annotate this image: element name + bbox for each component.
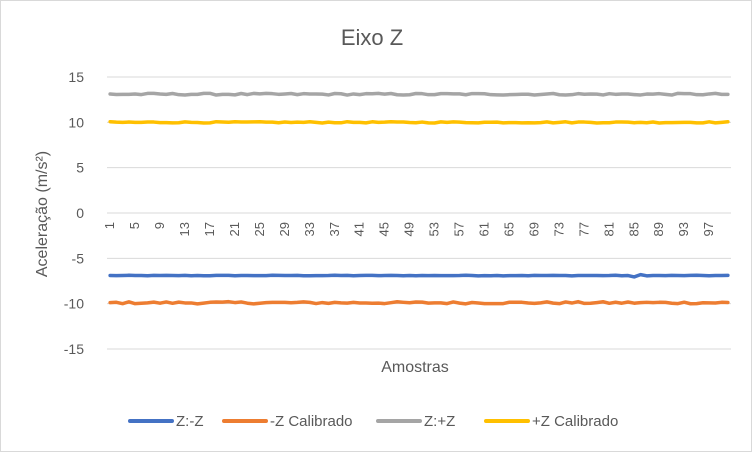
x-tick-label: 25	[252, 222, 267, 236]
y-tick-label: -15	[64, 341, 84, 357]
x-tick-label: 21	[227, 222, 242, 236]
series-lines	[108, 91, 730, 306]
x-tick-label: 45	[377, 222, 392, 236]
x-tick-label: 89	[651, 222, 666, 236]
x-tick-label: 93	[676, 222, 691, 236]
gridlines	[107, 76, 731, 350]
x-tick-label: 13	[177, 222, 192, 236]
x-tick-label: 5	[127, 222, 142, 229]
x-tick-label: 77	[576, 222, 591, 236]
x-tick-label: 81	[601, 222, 616, 236]
x-tick-label: 9	[152, 222, 167, 229]
y-tick-label: 15	[68, 69, 84, 85]
x-tick-label: 69	[526, 222, 541, 236]
y-tick-label: 5	[76, 160, 84, 176]
legend-label: Z:-Z	[176, 413, 204, 430]
x-tick-label: 41	[352, 222, 367, 236]
x-tick-label: 85	[626, 222, 641, 236]
series-line	[108, 299, 730, 306]
x-tick-label: 65	[501, 222, 516, 236]
x-tick-label: 33	[302, 222, 317, 236]
legend: Z:-Z -Z Calibrado Z:+Z +Z Calibrado	[128, 413, 618, 430]
x-tick-label: 49	[402, 222, 417, 236]
legend-label: Z:+Z	[424, 413, 455, 430]
y-tick-label: -10	[64, 296, 84, 312]
legend-label: -Z Calibrado	[270, 413, 353, 430]
x-tick-label: 73	[551, 222, 566, 236]
series-line	[108, 91, 730, 97]
x-tick-label: 1	[102, 222, 117, 229]
x-axis-ticks: 1 5 9 13 17 21 25 29 33 37 41 45 49 53 57 61 65 69 73 77 81 8…	[102, 222, 716, 236]
series-line	[108, 119, 730, 125]
series-line	[108, 272, 730, 279]
x-tick-label: 57	[452, 222, 467, 236]
y-axis-ticks: 15 10 5 0 -5 -10 -15	[64, 69, 84, 357]
x-tick-label: 17	[202, 222, 217, 236]
y-tick-label: 0	[76, 205, 84, 221]
y-axis-label: Aceleração (m/s²)	[34, 151, 51, 277]
x-tick-label: 37	[327, 222, 342, 236]
x-tick-label: 53	[427, 222, 442, 236]
x-tick-label: 29	[277, 222, 292, 236]
x-tick-label: 61	[477, 222, 492, 236]
x-axis-label: Amostras	[381, 359, 449, 376]
x-tick-label: 97	[701, 222, 716, 236]
legend-label: +Z Calibrado	[532, 413, 618, 430]
chart-title: Eixo Z	[341, 25, 403, 50]
y-tick-label: 10	[68, 114, 84, 130]
y-tick-label: -5	[72, 250, 85, 266]
